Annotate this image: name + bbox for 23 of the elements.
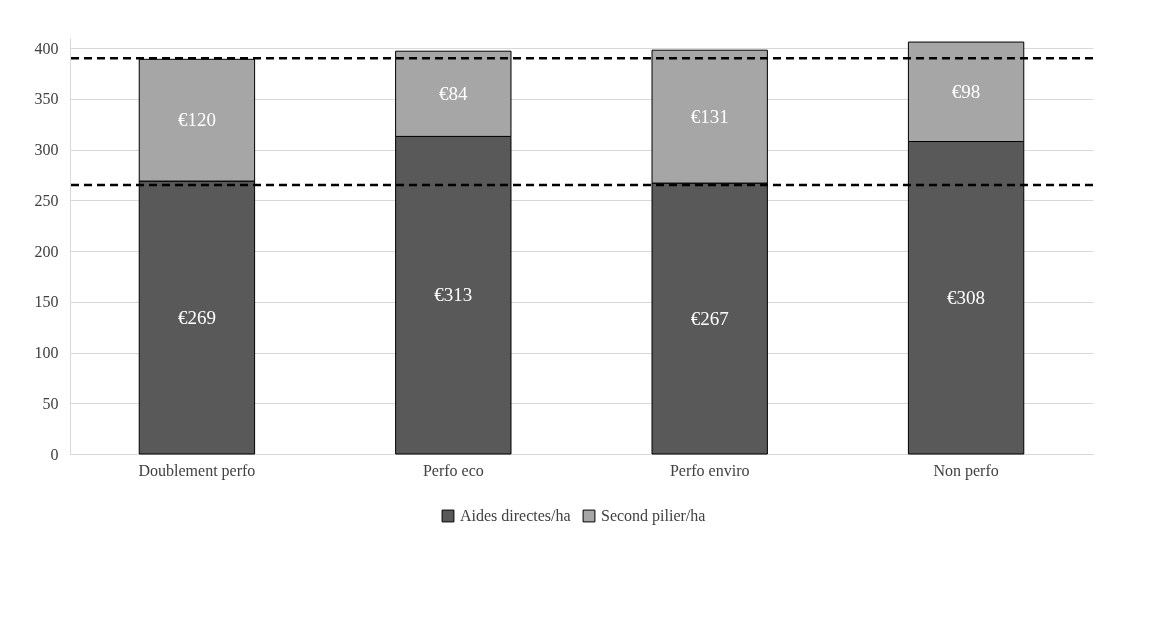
y-tick-label: 250: [34, 191, 59, 209]
data-label: €308: [947, 286, 986, 308]
data-label: €98: [951, 80, 981, 102]
y-tick-label: 400: [34, 39, 59, 57]
x-tick-label: Non perfo: [933, 461, 999, 480]
data-label: €84: [439, 82, 469, 104]
y-tick-label: 350: [34, 90, 59, 108]
y-tick-label: 200: [34, 242, 59, 260]
y-tick-label: 150: [34, 293, 59, 311]
data-label: €267: [690, 307, 729, 329]
data-label: €120: [177, 109, 216, 131]
x-tick-label: Perfo eco: [422, 461, 484, 479]
legend-label: Second pilier/ha: [601, 507, 706, 525]
data-label: €313: [434, 284, 473, 306]
y-tick-label: 50: [42, 394, 59, 412]
y-tick-label: 300: [34, 141, 59, 159]
data-label: €269: [177, 306, 216, 328]
data-label: €131: [690, 105, 729, 127]
y-tick-label: 0: [50, 445, 59, 463]
y-tick-label: 100: [34, 344, 59, 362]
x-tick-label: Doublement perfo: [138, 461, 256, 480]
legend-label: Aides directes/ha: [460, 507, 571, 524]
x-tick-label: Perfo enviro: [669, 461, 750, 479]
